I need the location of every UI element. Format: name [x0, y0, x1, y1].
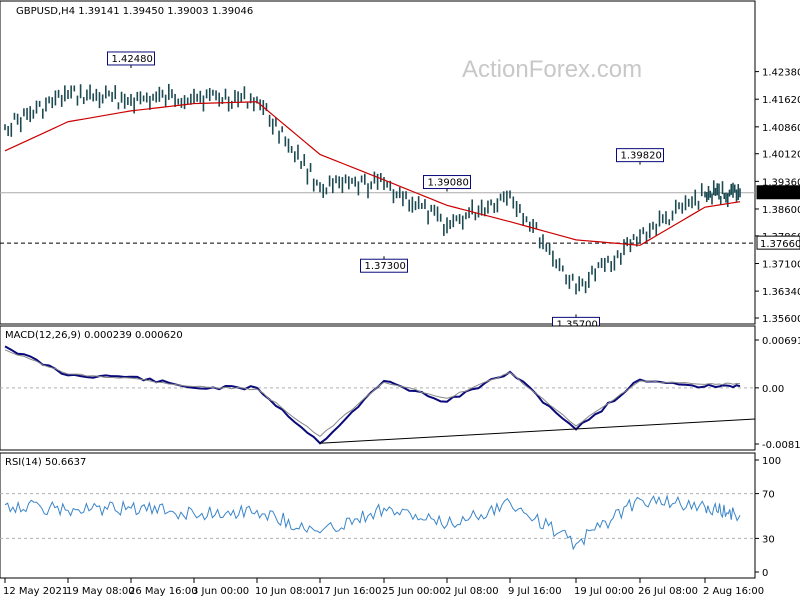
price-y-tick-label: 1.36340 [762, 287, 800, 298]
price-y-tick-label: 1.37100 [762, 259, 800, 270]
price-y-tick-label: 1.40860 [762, 123, 800, 134]
price-y-tick-label: 1.38600 [762, 205, 800, 216]
price-y-tick-label: 1.42380 [762, 68, 800, 79]
annotation-label: 1.39080 [428, 178, 469, 189]
macd-header: MACD(12,26,9) 0.000239 0.000620 [5, 330, 183, 341]
annotation-box [107, 51, 155, 66]
price-grid [0, 192, 755, 244]
rsi-marks [0, 493, 755, 551]
x-tick-label: 9 Jul 16:00 [508, 586, 562, 597]
price-tag-box [756, 185, 800, 200]
x-tick-label: 19 May 08:00 [66, 586, 135, 597]
macd-axis: 0.006912 0.00 -0.008106 [755, 336, 800, 451]
watermark: ActionForex.com [462, 56, 642, 83]
x-tick-label: 19 Jul 00:00 [574, 586, 634, 597]
moving-average-line [4, 101, 741, 246]
x-tick-label: 2 Jul 08:00 [445, 586, 499, 597]
rsi-axis: 100 70 30 0 [755, 456, 781, 579]
rsi-panel-frame [0, 452, 756, 579]
price-y-tick-label: 1.41620 [762, 95, 800, 106]
annotation-label: 1.37300 [365, 261, 406, 272]
price-y-tick-label: 1.40120 [762, 150, 800, 161]
price-marks: 1.42480 1.39080 1.37300 1.35700 1.39820 [4, 51, 741, 331]
price-tag-box [756, 235, 800, 250]
macd-y-tick-label: -0.008106 [762, 440, 800, 451]
rsi-y-tick-label: 70 [762, 490, 775, 501]
x-tick-label: 26 May 16:00 [129, 586, 198, 597]
rsi-y-tick-label: 100 [762, 456, 781, 467]
annotation-label: 1.35700 [557, 319, 598, 330]
price-y-tick-label: 1.35600 [762, 314, 800, 325]
macd-y-tick-label: 0.00 [762, 384, 784, 395]
x-tick-label: 10 Jun 08:00 [255, 586, 319, 597]
annotation-box [423, 175, 471, 190]
price-header: GBPUSD,H4 1.39141 1.39450 1.39003 1.3904… [16, 6, 253, 17]
x-tick-label: 12 May 2021 [3, 586, 68, 597]
annotation-label: 1.42480 [112, 54, 153, 65]
x-tick-label: 3 Jun 00:00 [192, 586, 249, 597]
rsi-y-tick-label: 0 [762, 568, 768, 579]
rsi-line [4, 494, 741, 551]
price-panel-frame [0, 0, 756, 325]
price-y-tick-label: 1.39360 [762, 177, 800, 188]
rsi-y-tick-label: 30 [762, 534, 775, 545]
macd-trendline [319, 418, 756, 444]
price-axis: 1.42380 1.41620 1.40860 1.40120 1.39360 1.386… [755, 68, 800, 325]
annotation-label: 1.39820 [621, 151, 662, 162]
rsi-header: RSI(14) 50.6637 [5, 457, 86, 468]
signal-line [4, 349, 741, 437]
x-tick-label: 26 Jul 08:00 [638, 586, 698, 597]
x-tick-label: 17 Jun 16:00 [318, 586, 382, 597]
macd-y-tick-label: 0.006912 [762, 336, 800, 347]
annotation-box [616, 148, 664, 163]
x-tick-label: 25 Jun 00:00 [382, 586, 446, 597]
current-price-tag: 1.39046 [760, 189, 800, 200]
support-price-tag: 1.37660 [760, 239, 800, 250]
macd-line [4, 345, 741, 445]
annotation-box [360, 258, 408, 273]
x-tick-label: 2 Aug 16:00 [703, 586, 764, 597]
macd-marks [0, 345, 756, 445]
